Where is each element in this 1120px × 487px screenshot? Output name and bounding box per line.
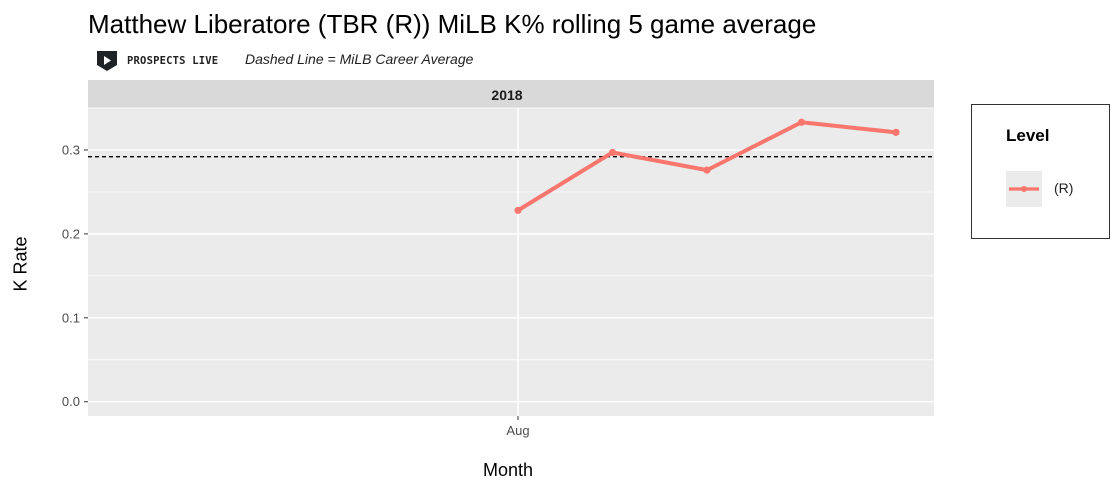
legend: Level (R) (971, 104, 1110, 239)
data-point (892, 128, 900, 136)
grid-layer (88, 107, 934, 416)
legend-label-r: (R) (1054, 180, 1074, 196)
data-point (608, 148, 617, 157)
legend-key (1006, 171, 1042, 207)
brand: PROSPECTS LIVE (96, 50, 218, 72)
y-tick-label: 0.3 (62, 142, 80, 157)
y-axis-label: K Rate (10, 236, 31, 292)
data-point (514, 206, 522, 214)
facet-strip (88, 80, 934, 108)
series-layer (514, 118, 900, 214)
play-shield-icon (97, 51, 117, 71)
legend-title: Level (1006, 126, 1050, 145)
y-tick-label: 0.0 (62, 394, 80, 409)
x-tick-label: Aug (506, 423, 529, 438)
data-point (703, 166, 711, 174)
chart-title: Matthew Liberatore (TBR (R)) MiLB K% rol… (88, 9, 817, 39)
facet-label: 2018 (491, 87, 522, 103)
legend-line-icon (1009, 186, 1039, 192)
plot-panel (88, 108, 934, 416)
chart-subtitle: Dashed Line = MiLB Career Average (245, 51, 474, 67)
x-axis-label: Month (482, 460, 534, 480)
data-point (797, 118, 806, 126)
y-tick-label: 0.2 (62, 226, 80, 241)
y-tick-label: 0.1 (62, 310, 80, 325)
axis-layer: 0.0 0.1 0.2 0.3 Aug (62, 142, 530, 438)
brand-name: PROSPECTS LIVE (127, 55, 219, 67)
